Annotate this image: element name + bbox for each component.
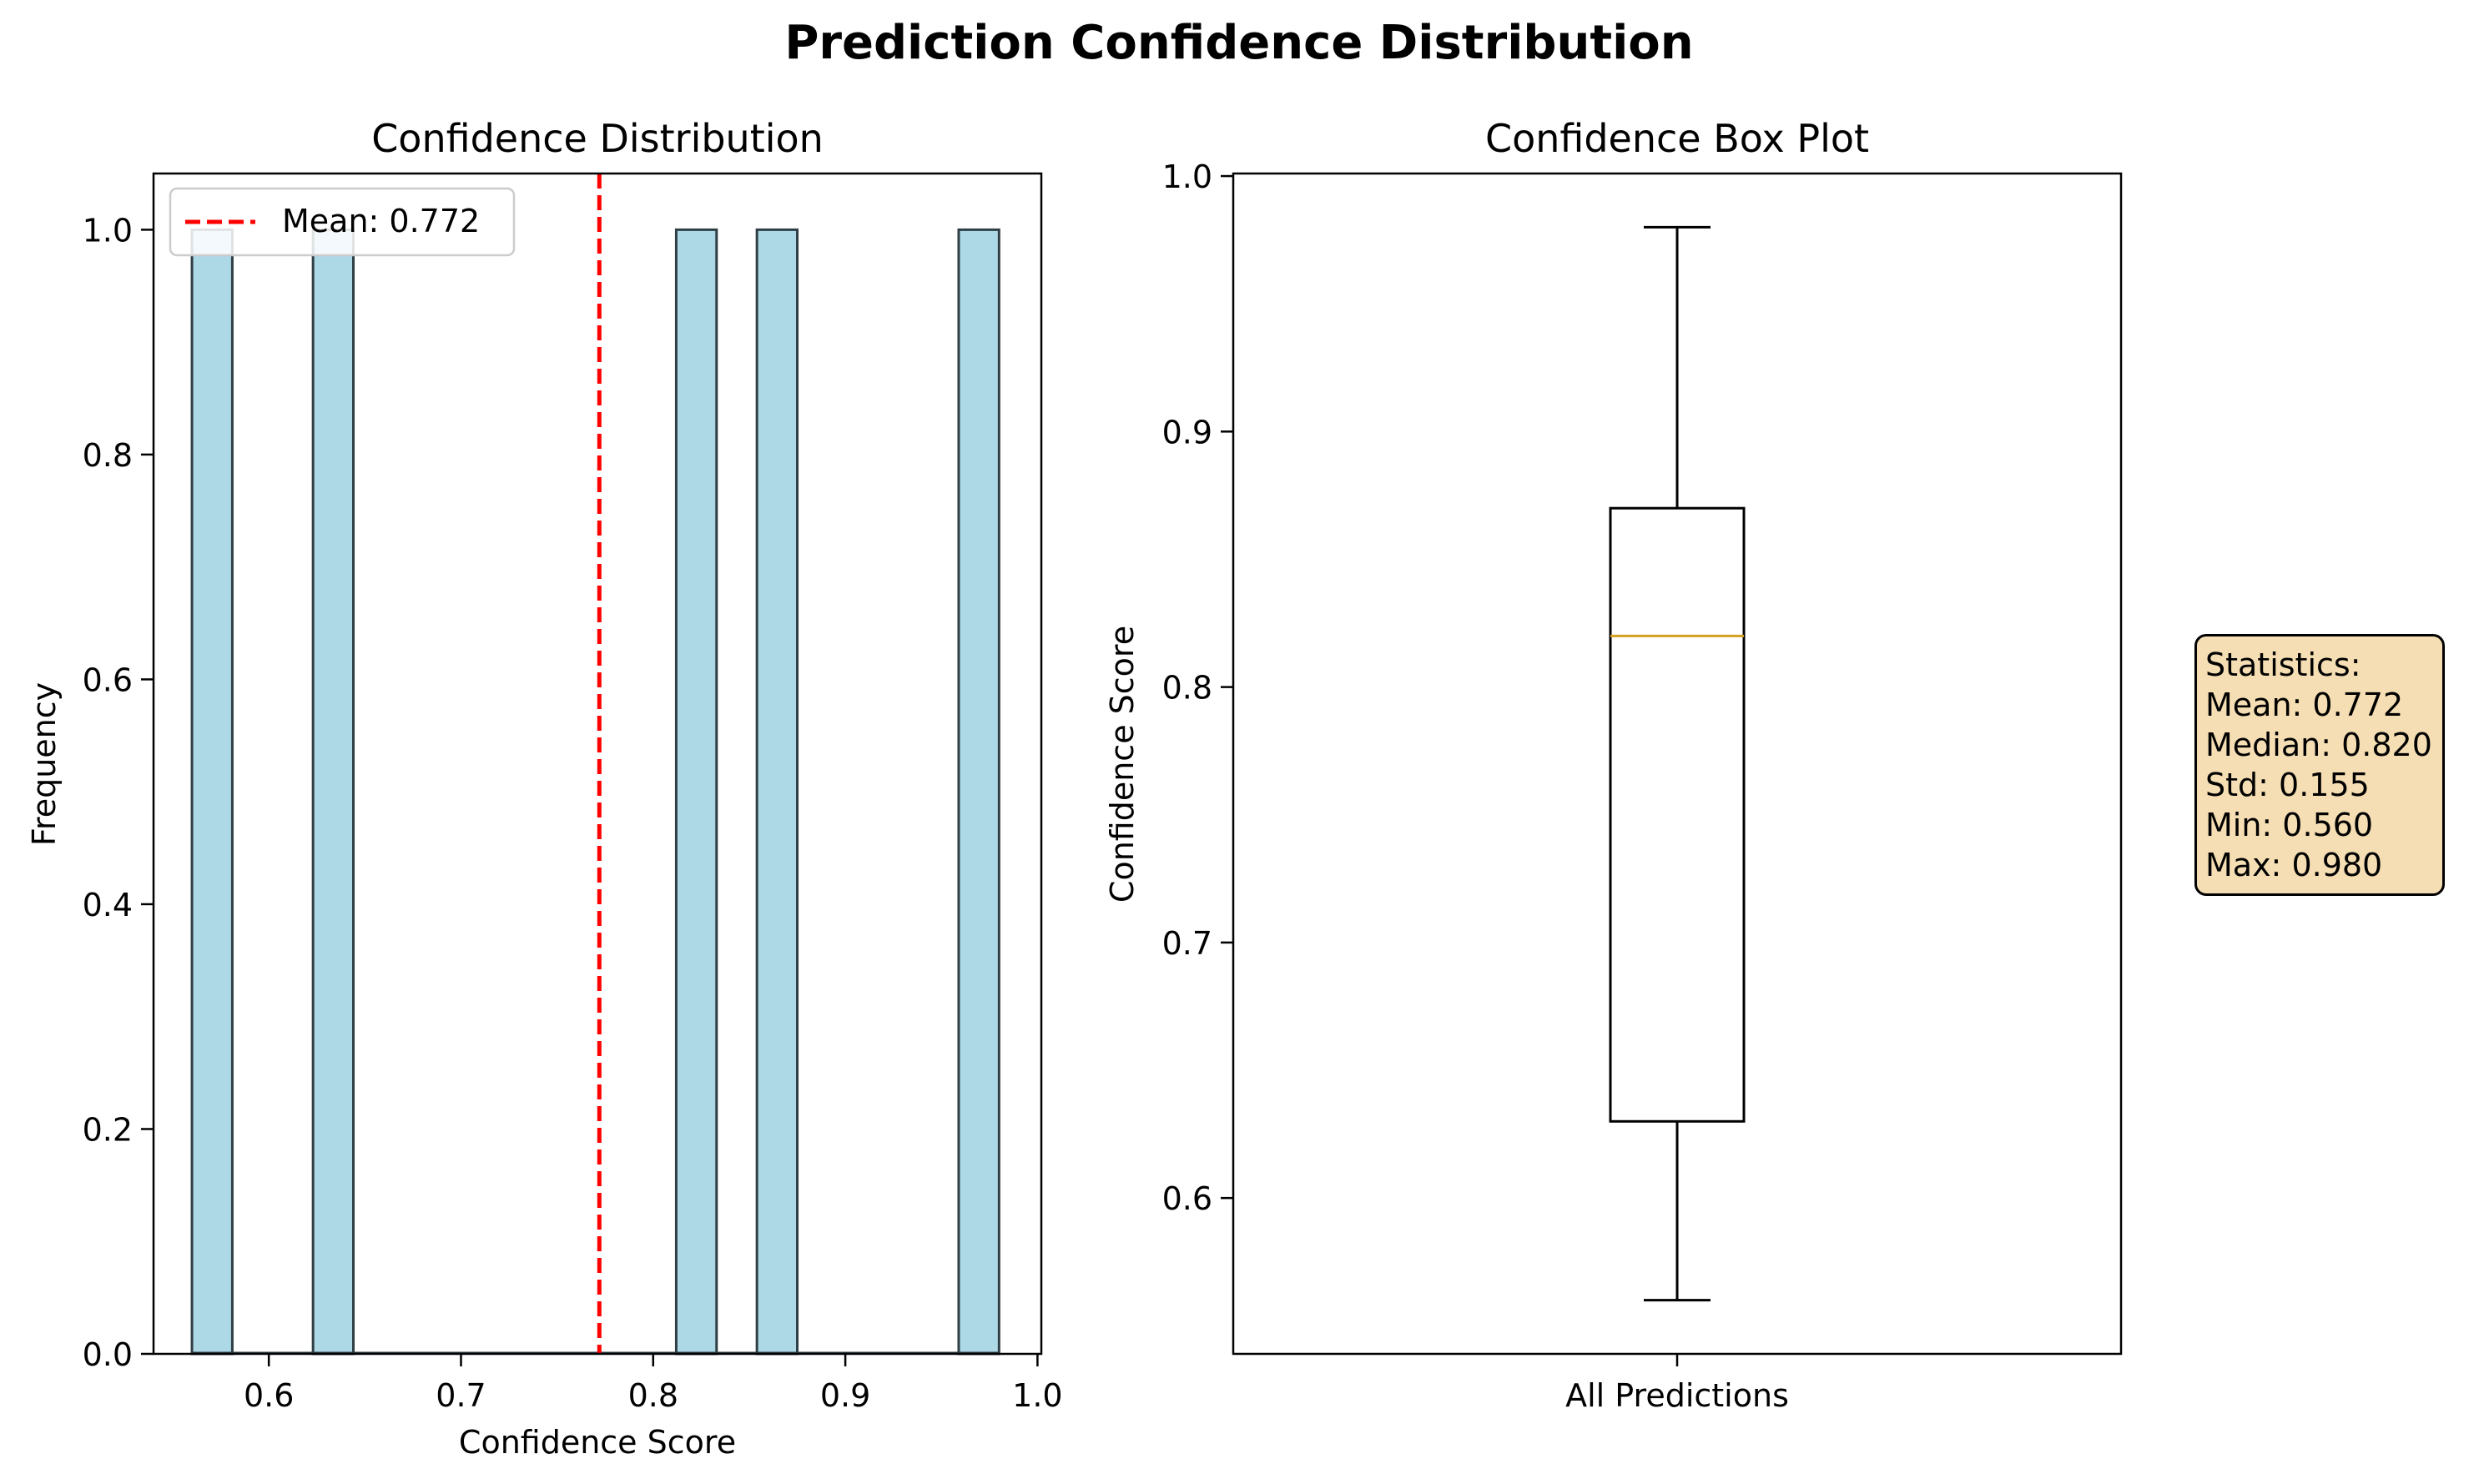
histogram-marks — [190, 174, 1000, 1356]
histogram-axes-frame — [152, 172, 1043, 1356]
stats-std: Std: 0.155 — [2205, 767, 2370, 803]
stats-median: Median: 0.820 — [2205, 727, 2432, 763]
y-tick-label: 0.7 — [1162, 925, 1212, 962]
x-tick-label: 0.6 — [244, 1377, 294, 1414]
statistics-box: Statistics: Mean: 0.772 Median: 0.820 Std: … — [2194, 634, 2445, 896]
boxplot-title: Confidence Box Plot — [1485, 116, 1869, 161]
x-tick-label: 0.7 — [436, 1377, 486, 1414]
y-tick-label: 0.8 — [83, 437, 133, 474]
boxplot-y-ticks: 0.6 0.7 0.8 0.9 1.0 — [1162, 158, 1233, 1217]
box-iqr — [1609, 506, 1746, 1123]
y-tick-label: 0.9 — [1162, 414, 1212, 450]
y-tick-label: 0.8 — [1162, 670, 1212, 707]
y-tick-label: 1.0 — [1162, 158, 1212, 195]
y-tick-label: 0.4 — [83, 887, 133, 923]
x-tick-label: 0.9 — [820, 1377, 870, 1414]
stats-mean: Mean: 0.772 — [2205, 687, 2404, 723]
legend-frame — [169, 187, 516, 257]
legend-mean-label: Mean: 0.772 — [282, 203, 480, 239]
stats-heading: Statistics: — [2205, 646, 2361, 683]
figure-title: Prediction Confidence Distribution — [784, 16, 1693, 70]
y-tick-label: 0.0 — [83, 1336, 133, 1373]
histogram-bar — [190, 228, 234, 1356]
histogram-title: Confidence Distribution — [371, 116, 824, 161]
histogram-x-label: Confidence Score — [459, 1424, 736, 1461]
x-tick-label: 0.8 — [628, 1377, 678, 1414]
stats-min: Min: 0.560 — [2205, 807, 2374, 843]
histogram-bar — [674, 228, 718, 1356]
y-tick-label: 0.2 — [83, 1111, 133, 1148]
y-tick-label: 1.0 — [83, 212, 133, 249]
histogram-y-label: Frequency — [26, 682, 63, 846]
boxplot-category-label: All Predictions — [1565, 1377, 1789, 1414]
boxplot-panel: Confidence Box Plot 0.6 0.7 0.8 0.9 1.0 All … — [1104, 116, 2123, 1414]
histogram-bar — [957, 228, 1000, 1356]
x-tick-label: 1.0 — [1012, 1377, 1062, 1414]
y-tick-label: 0.6 — [1162, 1180, 1212, 1217]
y-tick-label: 0.6 — [83, 662, 133, 698]
histogram-legend: Mean: 0.772 — [169, 187, 516, 257]
histogram-y-ticks: 0.0 0.2 0.4 0.6 0.8 1.0 — [83, 212, 154, 1373]
histogram-panel: Confidence Distribution 0.6 0.7 0.8 0.9 1.0 … — [26, 116, 1063, 1461]
histogram-x-ticks: 0.6 0.7 0.8 0.9 1.0 — [244, 1354, 1063, 1414]
histogram-bar — [755, 228, 799, 1356]
boxplot-y-label: Confidence Score — [1104, 626, 1141, 903]
boxplot-marks — [1609, 225, 1746, 1302]
histogram-bar — [311, 228, 355, 1356]
stats-max: Max: 0.980 — [2205, 847, 2383, 883]
